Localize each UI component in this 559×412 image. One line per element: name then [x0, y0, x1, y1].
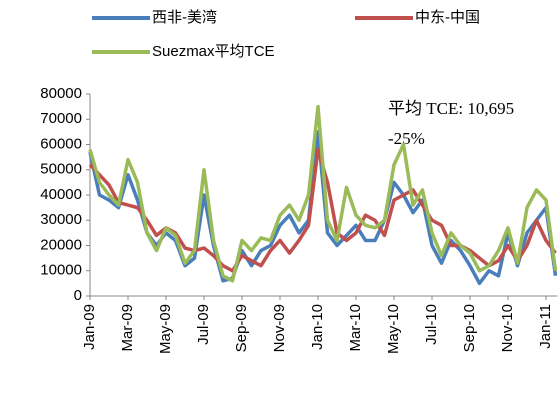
x-tick-label: May-10 — [385, 304, 402, 354]
x-tick-label: Jan-11 — [537, 304, 554, 349]
y-tick-label: 10000 — [40, 262, 82, 279]
x-tick-label: Mar-09 — [119, 304, 136, 352]
x-tick-label: Nov-09 — [271, 304, 288, 352]
legend-label: 中东-中国 — [415, 9, 480, 26]
legend-label: Suezmax平均TCE — [152, 43, 275, 60]
x-tick-label: Jul-10 — [423, 304, 440, 345]
y-tick-label: 70000 — [40, 110, 82, 127]
annotation: -25% — [388, 129, 425, 148]
y-tick-label: 60000 — [40, 135, 82, 152]
x-tick-label: Jul-09 — [195, 304, 212, 345]
y-tick-label: 30000 — [40, 211, 82, 228]
legend-label: 西非-美湾 — [152, 9, 217, 26]
line-series — [88, 104, 558, 283]
x-tick-label: Jan-10 — [309, 304, 326, 350]
x-tick-label: Sep-09 — [233, 304, 250, 352]
annotation: 平均 TCE: 10,695 — [388, 99, 514, 118]
x-tick-label: Mar-10 — [347, 304, 364, 352]
y-tick-label: 0 — [74, 287, 82, 304]
y-tick-label: 50000 — [40, 161, 82, 178]
x-tick-label: May-09 — [157, 304, 174, 354]
x-tick-label: Nov-10 — [499, 304, 516, 352]
y-tick-label: 20000 — [40, 236, 82, 253]
x-tick-label: Jan-09 — [81, 304, 98, 350]
y-tick-label: 40000 — [40, 186, 82, 203]
y-tick-label: 80000 — [40, 85, 82, 102]
x-tick-label: Sep-10 — [461, 304, 478, 352]
